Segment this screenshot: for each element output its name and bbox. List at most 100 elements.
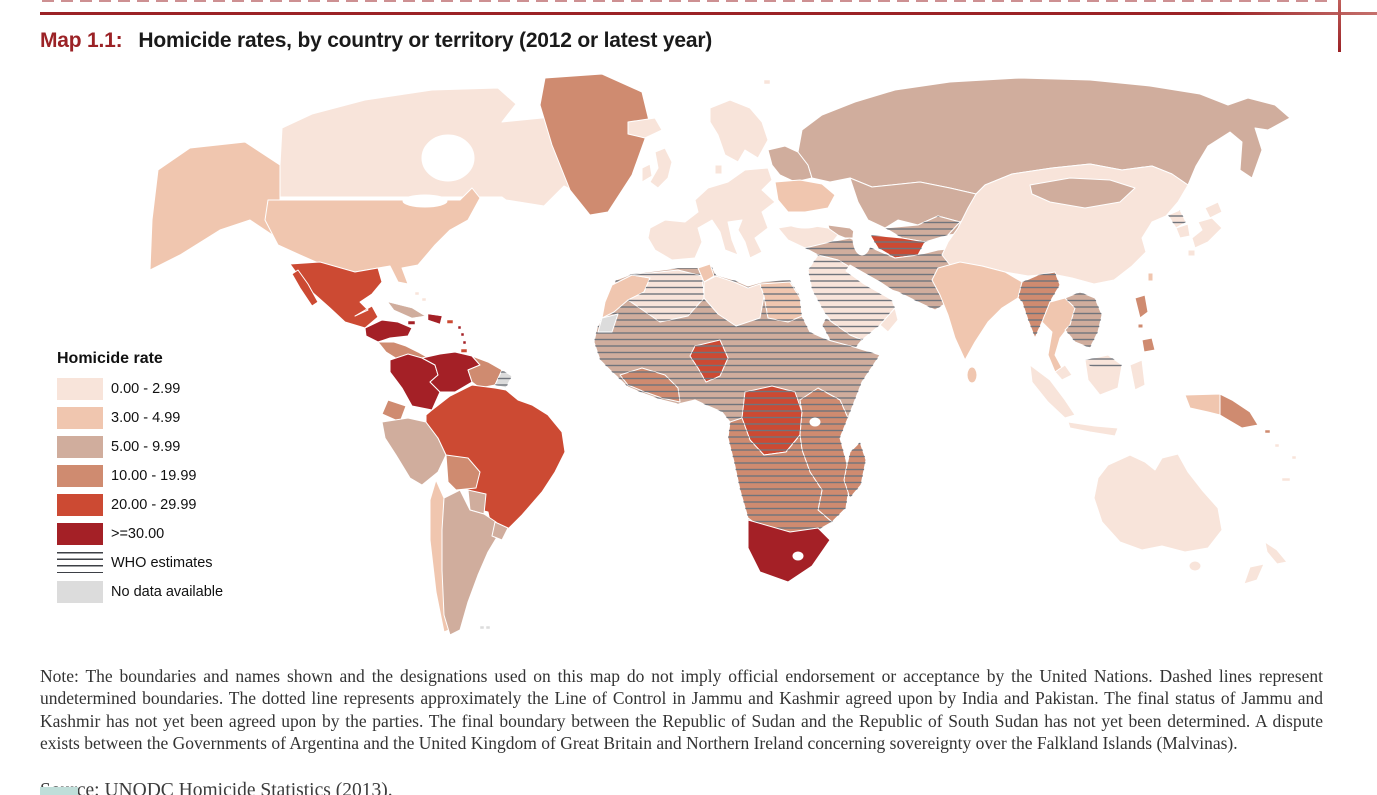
country-uruguay bbox=[491, 521, 509, 541]
water-persian-gulf bbox=[845, 264, 899, 301]
country-yemen-stripes bbox=[822, 318, 862, 352]
legend-item: 10.00 - 19.99 bbox=[57, 465, 223, 487]
legend-item: No data available bbox=[57, 581, 223, 603]
country-south-korea bbox=[1175, 223, 1191, 239]
legend-label: 3.00 - 4.99 bbox=[111, 410, 181, 426]
region-arabia-stripes bbox=[808, 255, 895, 340]
country-japan-honshu bbox=[1191, 217, 1223, 249]
legend-item: >=30.00 bbox=[57, 523, 223, 545]
island-tasmania bbox=[1188, 560, 1202, 572]
country-bolivia bbox=[445, 454, 481, 491]
legend-heading: Homicide rate bbox=[57, 350, 163, 367]
country-uk bbox=[649, 147, 673, 189]
legend-swatch-class4 bbox=[57, 465, 103, 487]
islands-fiji bbox=[1291, 455, 1297, 460]
legend-swatch-class2 bbox=[57, 407, 103, 429]
world-choropleth-map bbox=[150, 73, 1297, 636]
legend-item: 5.00 - 9.99 bbox=[57, 436, 223, 458]
top-dashed-edge bbox=[42, 0, 1332, 2]
region-baja-california bbox=[291, 269, 319, 307]
legend-label: 0.00 - 2.99 bbox=[111, 381, 181, 397]
country-japan-kyushu bbox=[1187, 249, 1196, 257]
country-ukraine bbox=[774, 179, 836, 213]
header-rule bbox=[40, 12, 1377, 15]
water-great-lakes bbox=[402, 194, 448, 208]
legend-item: 3.00 - 4.99 bbox=[57, 407, 223, 429]
country-argentina bbox=[441, 489, 501, 636]
country-iceland bbox=[627, 117, 663, 139]
islands-solomons bbox=[1264, 429, 1271, 434]
country-drcongo-stripes bbox=[742, 386, 802, 455]
country-philippines-luzon bbox=[1134, 294, 1149, 319]
region-middle-east-stripes bbox=[805, 238, 972, 310]
country-madagascar-stripes bbox=[844, 442, 866, 498]
country-trinidad bbox=[460, 348, 468, 353]
water-caspian-sea bbox=[852, 220, 872, 256]
country-taiwan bbox=[1147, 272, 1154, 282]
islands-falkland bbox=[479, 625, 485, 630]
islands-antilles-2 bbox=[460, 332, 465, 337]
water-lake-victoria bbox=[809, 417, 821, 427]
country-mongolia bbox=[1029, 177, 1136, 209]
country-myanmar-stripes bbox=[1018, 272, 1060, 338]
legend-label: WHO estimates bbox=[111, 555, 213, 571]
country-oman bbox=[879, 307, 899, 333]
country-nigeria-stripes bbox=[690, 340, 728, 382]
source-line: Source: UNODC Homicide Statistics (2013)… bbox=[40, 779, 393, 795]
region-gulf-of-guinea-coast-stripes bbox=[620, 368, 680, 402]
map-number-label: Map 1.1: bbox=[40, 29, 123, 52]
country-jamaica bbox=[407, 320, 416, 325]
map-legend: Homicide rate 0.00 - 2.99 3.00 - 4.99 5.… bbox=[57, 350, 223, 610]
country-new-zealand-north bbox=[1264, 541, 1288, 565]
islands-bahamas bbox=[414, 291, 420, 296]
region-indochina-stripes bbox=[1065, 292, 1102, 348]
country-brazil bbox=[425, 384, 566, 533]
legend-label: 20.00 - 29.99 bbox=[111, 497, 197, 513]
country-sri-lanka bbox=[966, 366, 978, 384]
figure-header: Map 1.1: Homicide rates, by country or te… bbox=[40, 29, 712, 53]
map-title: Homicide rates, by country or territory … bbox=[138, 29, 713, 52]
country-peru bbox=[381, 417, 447, 486]
islands-svalbard bbox=[763, 79, 771, 85]
header-corner-tick bbox=[1338, 0, 1341, 52]
island-sulawesi bbox=[1129, 359, 1146, 391]
islands-falkland2 bbox=[485, 625, 491, 630]
legend-label: 5.00 - 9.99 bbox=[111, 439, 181, 455]
islands-vanuatu bbox=[1274, 443, 1280, 448]
country-denmark bbox=[714, 164, 723, 175]
water-hudson-bay bbox=[421, 134, 475, 182]
legend-item: WHO estimates bbox=[57, 552, 223, 574]
legend-swatch-class3 bbox=[57, 436, 103, 458]
legend-swatch-no-data bbox=[57, 581, 103, 603]
region-central-america-north bbox=[364, 319, 413, 343]
country-uzbekistan-stripes bbox=[885, 216, 960, 242]
islands-antilles-3 bbox=[462, 340, 467, 345]
country-turkmenistan-stripes bbox=[870, 235, 925, 258]
territory-french-guiana-stripes bbox=[495, 370, 512, 388]
region-scandinavia bbox=[709, 99, 769, 163]
water-black-sea bbox=[784, 211, 826, 229]
country-greenland bbox=[539, 73, 651, 216]
country-tunisia bbox=[697, 263, 715, 283]
country-hispaniola bbox=[427, 313, 443, 325]
country-south-africa bbox=[747, 519, 831, 583]
country-malaysia bbox=[1054, 364, 1073, 381]
island-new-caledonia bbox=[1281, 477, 1291, 482]
country-mexico bbox=[289, 261, 383, 329]
country-philippines-visayas bbox=[1137, 323, 1144, 329]
islands-antilles-1 bbox=[457, 325, 462, 330]
territory-western-sahara bbox=[597, 313, 619, 333]
island-new-guinea-west bbox=[1184, 393, 1221, 416]
next-figure-fragment bbox=[40, 787, 78, 795]
legend-item: 20.00 - 29.99 bbox=[57, 494, 223, 516]
country-egypt-stripes bbox=[760, 282, 802, 322]
country-india bbox=[931, 261, 1023, 361]
region-southern-africa-stripes bbox=[728, 418, 832, 532]
legend-swatch-who-estimates bbox=[57, 552, 103, 574]
country-australia bbox=[1093, 453, 1223, 553]
country-north-korea-stripes bbox=[1168, 210, 1186, 228]
country-philippines-mindanao bbox=[1141, 337, 1156, 353]
legend-swatch-class5 bbox=[57, 494, 103, 516]
island-borneo-stripes bbox=[1085, 355, 1122, 370]
